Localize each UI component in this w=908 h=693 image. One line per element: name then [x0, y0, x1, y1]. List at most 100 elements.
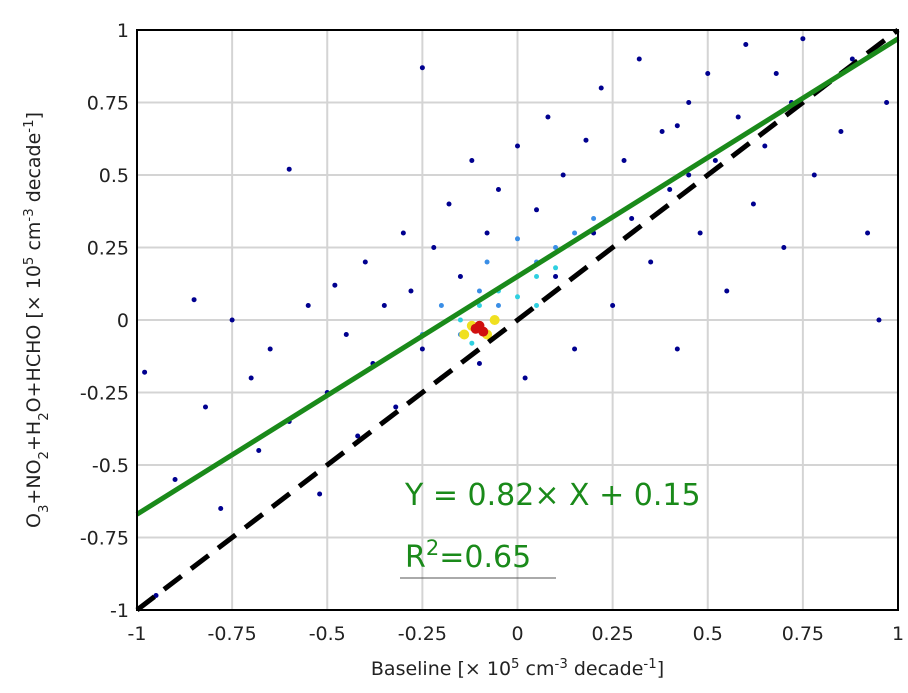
point — [256, 448, 262, 453]
point — [583, 137, 589, 143]
point — [381, 303, 387, 308]
point — [686, 172, 692, 178]
point — [142, 369, 148, 375]
point — [457, 317, 463, 323]
point — [172, 477, 178, 482]
plot-frame — [136, 29, 899, 611]
point — [495, 303, 501, 308]
y-axis-label-part: 2 — [37, 412, 52, 420]
point — [419, 346, 425, 352]
point — [598, 85, 604, 91]
point — [674, 346, 680, 352]
point — [431, 245, 437, 250]
y-axis-label-part: ] — [23, 112, 45, 119]
point — [484, 259, 490, 265]
x-axis-label: Baseline [× 105 cm-3 decade-1] — [371, 657, 664, 681]
y-tick-label: -0.5 — [92, 455, 129, 477]
y-axis-label: O3+NO2+H2O+HCHO [× 105 cm-3 decade-1] — [22, 112, 52, 528]
point — [400, 230, 406, 236]
x-axis-label-part: -1 — [643, 657, 656, 672]
y-tick-label: -1 — [110, 600, 129, 622]
point — [446, 201, 452, 207]
point — [534, 303, 540, 308]
point — [408, 288, 414, 294]
x-tick-label: 0.25 — [591, 623, 633, 645]
point — [686, 100, 692, 105]
point — [876, 317, 882, 323]
point — [560, 172, 566, 178]
x-tick-label: 0.5 — [693, 623, 723, 645]
point — [286, 166, 292, 172]
point — [811, 172, 817, 178]
point — [476, 288, 482, 294]
point — [515, 294, 520, 300]
point — [522, 375, 528, 381]
point — [419, 65, 425, 71]
point — [849, 56, 855, 62]
x-axis-label-part: cm — [520, 658, 555, 680]
point — [572, 230, 578, 236]
y-axis-label-part: cm — [23, 222, 45, 257]
point — [343, 332, 349, 337]
r-squared-part: 2 — [426, 536, 439, 560]
x-tick-label: 1 — [892, 623, 904, 645]
point — [218, 506, 224, 511]
y-tick-label: -0.25 — [80, 383, 129, 405]
y-axis-label-part: +NO — [23, 459, 45, 504]
x-axis-label-part: decade — [568, 658, 644, 680]
point — [712, 158, 718, 163]
point — [865, 230, 871, 236]
point — [610, 303, 616, 308]
point — [248, 375, 254, 381]
y-tick-label: -0.75 — [80, 528, 129, 550]
point — [743, 42, 749, 47]
point — [457, 274, 463, 279]
point — [545, 114, 551, 120]
point — [229, 317, 235, 323]
point — [629, 216, 635, 221]
point — [459, 329, 470, 340]
y-tick-label: 0.75 — [87, 93, 129, 115]
x-axis-label-part: 5 — [511, 657, 519, 672]
y-axis-label-part: decade — [23, 133, 45, 209]
x-tick-label: -0.25 — [398, 623, 447, 645]
y-axis-label-part: +H — [23, 421, 45, 451]
point — [705, 71, 711, 76]
x-tick-label: 0.75 — [782, 623, 824, 645]
point — [735, 114, 741, 120]
y-tick-label: 0.25 — [87, 238, 129, 260]
point — [838, 129, 844, 134]
x-tick-label: 0 — [511, 623, 523, 645]
x-axis-label-part: Baseline [× 10 — [371, 658, 511, 680]
point — [659, 129, 665, 134]
point — [438, 303, 444, 308]
x-axis-label-part: -3 — [555, 657, 568, 672]
point — [153, 593, 159, 598]
point — [267, 346, 273, 352]
y-axis-label-part: -1 — [22, 119, 37, 132]
y-tick-label: 0.5 — [99, 165, 129, 187]
point — [884, 100, 890, 105]
point — [648, 259, 654, 265]
x-tick-label: -1 — [128, 623, 147, 645]
point — [800, 36, 806, 42]
reference-line — [135, 28, 900, 612]
point — [469, 340, 475, 346]
point — [202, 404, 208, 410]
point — [362, 259, 368, 265]
point — [476, 361, 482, 366]
x-tick-label: -0.5 — [309, 623, 346, 645]
r-squared-part: R — [405, 540, 426, 575]
point — [489, 315, 500, 325]
point — [474, 320, 485, 331]
point — [572, 346, 578, 352]
point — [724, 288, 730, 294]
fit-line — [135, 36, 900, 517]
y-tick-label: 0 — [117, 310, 129, 332]
x-axis-label-part: ] — [657, 658, 664, 680]
point — [762, 143, 768, 149]
point — [393, 404, 399, 410]
y-axis-label-part: O+HCHO [× 10 — [23, 265, 45, 412]
point — [355, 433, 361, 439]
